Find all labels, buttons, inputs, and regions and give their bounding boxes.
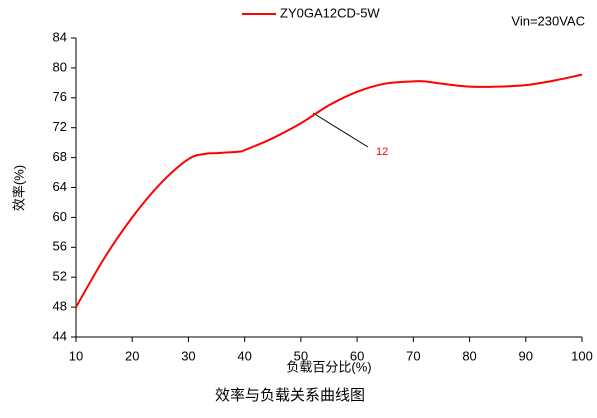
x-tick-label: 30 (181, 348, 195, 363)
chart-title: 效率与负载关系曲线图 (215, 387, 365, 404)
x-tick-label: 20 (125, 348, 139, 363)
y-tick-label: 68 (53, 149, 67, 164)
annotation: 12 (376, 146, 388, 158)
y-tick-label: 48 (53, 299, 67, 314)
x-tick-label: 90 (519, 348, 533, 363)
x-tick-label: 80 (462, 348, 476, 363)
y-tick-label: 80 (53, 59, 67, 74)
x-tick-label: 50 (294, 348, 308, 363)
x-tick-label: 10 (69, 348, 83, 363)
y-tick-label: 44 (53, 328, 67, 343)
x-axis-label: 负载百分比(%) (286, 359, 371, 374)
y-tick-label: 64 (53, 179, 67, 194)
y-tick-label: 60 (53, 209, 67, 224)
x-tick-label: 100 (571, 348, 593, 363)
y-tick-label: 72 (53, 119, 67, 134)
y-tick-label: 52 (53, 269, 67, 284)
condition-note: Vin=230VAC (511, 13, 585, 28)
y-axis-label: 效率(%) (11, 165, 26, 211)
y-tick-label: 84 (53, 29, 67, 44)
legend-label: ZY0GA12CD-5W (280, 5, 380, 20)
x-tick-label: 70 (406, 348, 420, 363)
x-tick-label: 60 (350, 348, 364, 363)
data-line (75, 73, 583, 308)
y-tick-label: 76 (53, 89, 67, 104)
y-tick-label: 56 (53, 239, 67, 254)
annotation-leader (312, 112, 369, 148)
x-tick-label: 40 (237, 348, 251, 363)
